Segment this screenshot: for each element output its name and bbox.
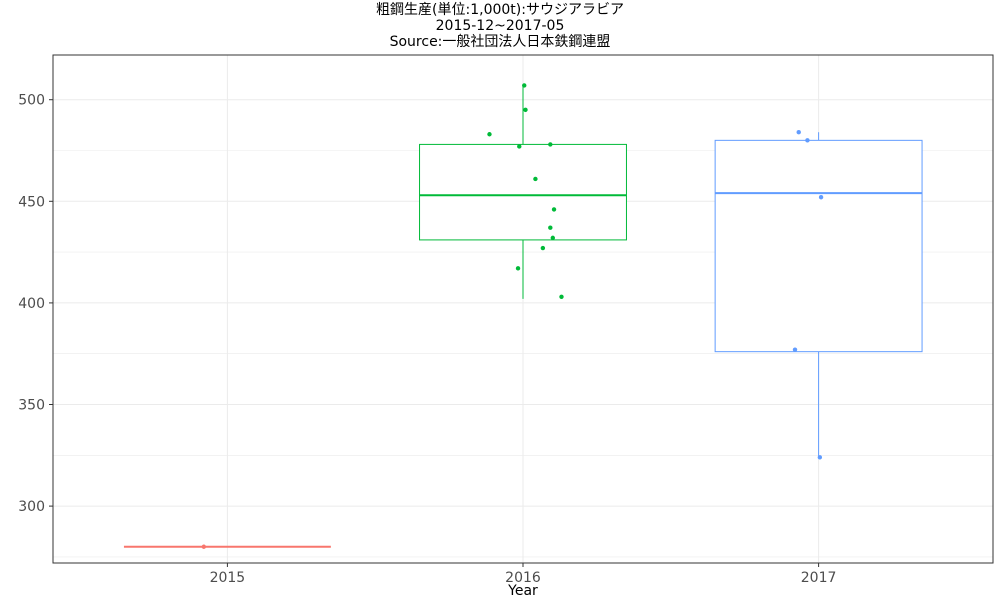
data-point — [796, 130, 801, 135]
data-point — [540, 245, 546, 251]
y-tick-label: 400 — [18, 296, 45, 312]
data-point — [201, 544, 207, 549]
data-point — [792, 347, 798, 352]
data-point — [551, 207, 557, 212]
chart-title: 粗鋼生産(単位:1,000t):サウジアラビア — [376, 2, 624, 18]
box-2017 — [714, 132, 923, 458]
box-iqr — [419, 143, 627, 241]
data-point — [818, 195, 824, 200]
data-point — [515, 266, 521, 271]
data-point — [548, 225, 553, 230]
x-axis-label: Year — [507, 583, 538, 599]
y-axis-ticks: 300 350 400 450 500 — [18, 93, 53, 515]
chart-title-block: 粗鋼生産(単位:1,000t):サウジアラビア 2015-12~2017-05 … — [0, 2, 1000, 50]
data-point — [522, 83, 527, 88]
chart-source: Source:一般社団法人日本鉄鋼連盟 — [389, 34, 611, 50]
box-2016 — [419, 85, 627, 299]
x-tick-label: 2016 — [505, 570, 541, 586]
x-tick-label: 2015 — [210, 570, 246, 586]
data-point — [559, 294, 564, 300]
data-point — [817, 455, 823, 460]
y-tick-label: 350 — [18, 398, 45, 414]
data-point — [805, 138, 810, 143]
boxplots — [123, 85, 923, 548]
data-point — [523, 107, 528, 113]
data-points — [201, 83, 824, 549]
x-axis-ticks: 2015 2016 2017 — [210, 563, 837, 586]
box-iqr — [714, 139, 923, 353]
x-tick-label: 2017 — [801, 570, 837, 586]
data-point — [487, 132, 492, 137]
y-tick-label: 300 — [18, 499, 45, 515]
data-point — [517, 144, 522, 149]
data-point — [550, 235, 555, 241]
y-tick-label: 450 — [18, 194, 45, 210]
data-point — [548, 142, 553, 147]
y-tick-label: 500 — [18, 93, 45, 109]
chart-subtitle: 2015-12~2017-05 — [435, 18, 565, 34]
data-point — [533, 176, 538, 182]
